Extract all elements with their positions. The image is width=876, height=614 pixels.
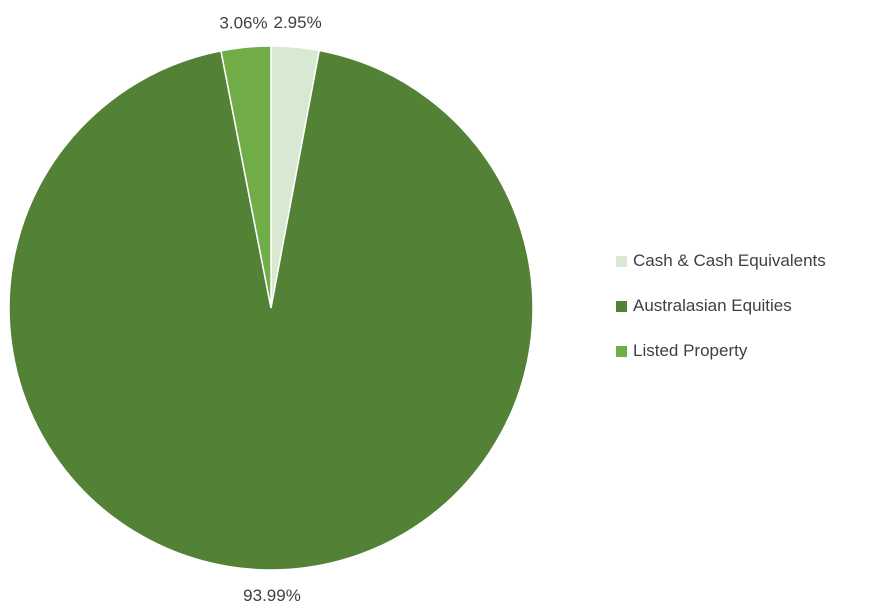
- legend-label-australasian-equities: Australasian Equities: [633, 296, 792, 315]
- pie-label-cash: 2.95%: [273, 13, 321, 32]
- pie-label-australasian-equities: 93.99%: [243, 586, 301, 605]
- legend-label-listed-property: Listed Property: [633, 341, 748, 360]
- legend-swatch-listed-property: [616, 345, 627, 357]
- legend-item-australasian-equities: Australasian Equities: [616, 295, 826, 317]
- legend-swatch-australasian-equities: [616, 300, 627, 312]
- legend-label-cash: Cash & Cash Equivalents: [633, 251, 826, 270]
- pie-slice-australasian-equities: [8, 49, 534, 571]
- pie-slice-listed-property: [220, 45, 272, 309]
- legend-swatch-cash: [616, 255, 627, 267]
- legend-item-cash: Cash & Cash Equivalents: [616, 250, 826, 272]
- chart-legend: Cash & Cash Equivalents Australasian Equ…: [616, 250, 826, 385]
- pie-label-listed-property: 3.06%: [219, 13, 267, 32]
- legend-item-listed-property: Listed Property: [616, 340, 826, 362]
